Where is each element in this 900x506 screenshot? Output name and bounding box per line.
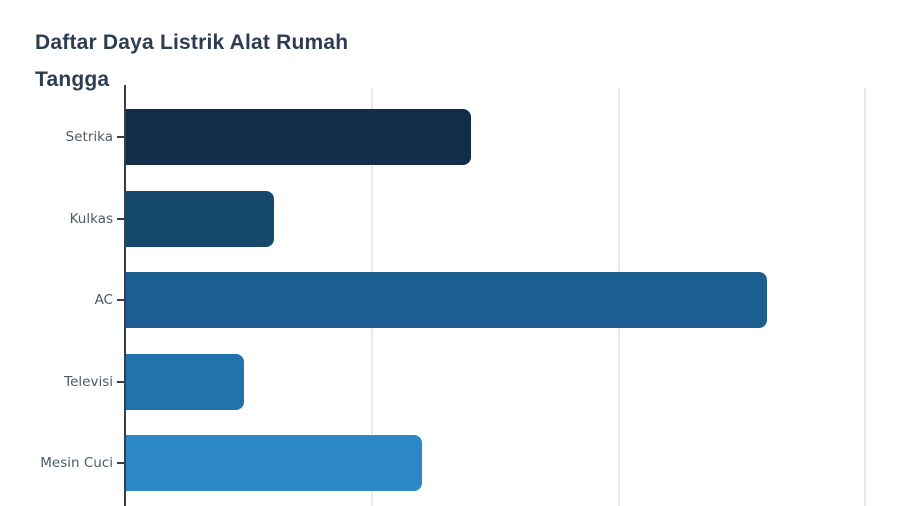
category-label-televisi: Televisi [64,373,113,390]
bar-kulkas [126,190,274,247]
category-label-ac: AC [94,292,113,308]
bar-setrika [126,109,471,165]
y-tick-ac [117,299,124,301]
y-axis-line [124,85,126,506]
chart-title: Daftar Daya Listrik Alat Rumah Tangga [35,31,349,91]
y-tick-setrika [117,136,124,138]
y-tick-mesin-cuci [117,462,124,464]
bar-mesin-cuci [126,435,422,491]
y-tick-televisi [117,380,124,383]
plot-area [126,88,900,506]
category-label-mesin-cuci: Mesin Cuci [40,455,113,471]
category-label-kulkas: Kulkas [69,210,113,227]
y-tick-kulkas [117,217,124,220]
category-label-setrika: Setrika [65,129,113,145]
gridline-750 [864,88,867,506]
bar-ac [126,272,767,328]
bar-televisi [126,353,244,410]
